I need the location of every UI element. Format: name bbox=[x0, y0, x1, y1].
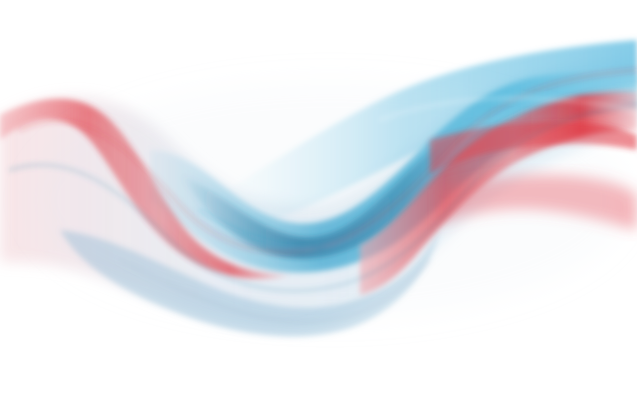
ambient-glow bbox=[30, 80, 630, 320]
